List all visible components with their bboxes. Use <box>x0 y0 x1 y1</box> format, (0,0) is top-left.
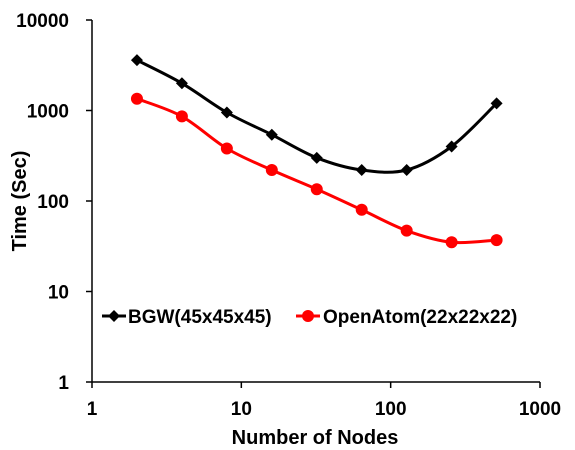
x-tick-label: 100 <box>375 399 407 420</box>
series-openatom <box>130 92 503 249</box>
legend-item-bgw: BGW(45x45x45) <box>102 307 272 328</box>
data-point-openatom <box>175 110 188 123</box>
data-point-openatom <box>400 224 413 237</box>
y-axis: 1 10 100 1000 10000 <box>16 11 92 394</box>
data-point-bgw <box>490 97 503 110</box>
series-bgw <box>130 54 503 177</box>
data-point-openatom <box>445 236 458 249</box>
data-point-openatom <box>130 92 143 105</box>
data-point-bgw <box>130 54 143 67</box>
legend-label-openatom: OpenAtom(22x22x22) <box>323 307 517 328</box>
legend-marker-openatom <box>302 310 314 322</box>
x-tick-label: 1000 <box>519 399 561 420</box>
legend-label-bgw: BGW(45x45x45) <box>128 307 272 328</box>
data-point-bgw <box>310 151 323 164</box>
data-point-openatom <box>220 142 233 155</box>
legend-marker-bgw <box>108 310 120 322</box>
data-point-bgw <box>400 164 413 177</box>
y-tick-label: 10000 <box>16 11 69 32</box>
series-line-openatom <box>136 97 497 245</box>
y-tick-label: 1000 <box>27 102 69 123</box>
x-tick-label: 10 <box>231 399 252 420</box>
data-point-bgw <box>445 140 458 153</box>
y-tick-label: 1 <box>58 373 69 394</box>
y-tick-label: 10 <box>48 283 69 304</box>
data-point-bgw <box>355 164 368 177</box>
data-point-openatom <box>310 183 323 196</box>
data-point-openatom <box>355 203 368 216</box>
series-layer <box>130 54 503 249</box>
y-tick-label: 100 <box>37 192 69 213</box>
y-axis-title: Time (Sec) <box>9 151 31 252</box>
x-axis: 1 10 100 1000 <box>87 382 561 420</box>
x-axis-title: Number of Nodes <box>232 427 399 449</box>
data-point-openatom <box>490 234 503 247</box>
x-tick-label: 1 <box>87 399 98 420</box>
data-point-openatom <box>265 164 278 177</box>
legend: BGW(45x45x45) OpenAtom(22x22x22) <box>102 307 517 328</box>
legend-item-openatom: OpenAtom(22x22x22) <box>296 307 517 328</box>
data-point-bgw <box>175 77 188 90</box>
data-point-bgw <box>265 128 278 141</box>
data-point-bgw <box>220 106 233 119</box>
